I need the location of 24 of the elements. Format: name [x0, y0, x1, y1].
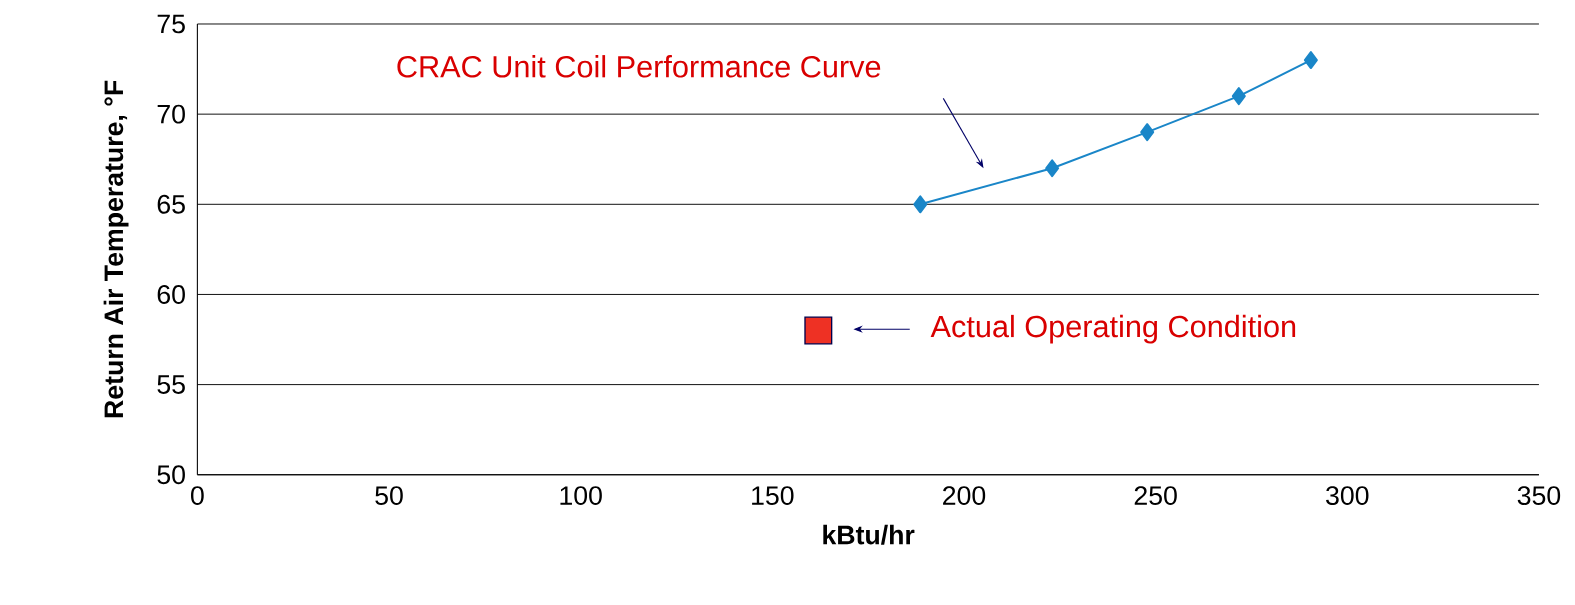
y-tick-label: 50: [157, 465, 185, 484]
y-tick-label: 75: [157, 14, 185, 34]
x-axis-title: kBtu/hr: [823, 524, 915, 545]
point: [1303, 50, 1318, 69]
x-tick-label: 100: [560, 485, 602, 505]
x-tick-label: 50: [375, 485, 403, 505]
y-tick-label: 70: [157, 104, 185, 124]
y-tick-label: 65: [157, 194, 185, 214]
annotation: CRAC Unit Coil Performance Curve: [397, 54, 881, 78]
x-tick-label: 0: [191, 485, 204, 505]
x-tick-label: 300: [1326, 485, 1369, 505]
x-tick-label: 150: [752, 485, 794, 505]
point: [1140, 122, 1155, 141]
point: [913, 195, 928, 214]
x-tick-label: 200: [943, 485, 986, 505]
y-axis-title: Return Air Temperature, °F: [103, 80, 129, 417]
annotation: Actual Operating Condition: [930, 314, 1296, 344]
x-tick-label: 350: [1517, 485, 1561, 505]
y-tick-label: 55: [157, 375, 185, 394]
point: [804, 316, 833, 345]
y-tick-label: 60: [157, 284, 185, 304]
point: [1231, 86, 1246, 105]
point: [1045, 159, 1060, 178]
x-tick-label: 250: [1134, 485, 1177, 505]
